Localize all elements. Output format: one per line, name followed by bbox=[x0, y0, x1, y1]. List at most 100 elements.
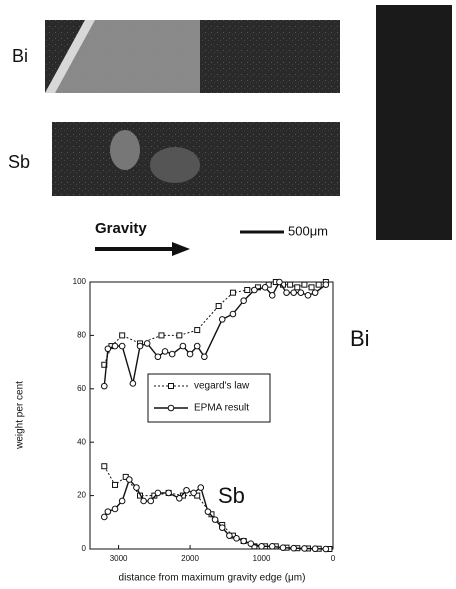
marker bbox=[190, 489, 197, 497]
marker bbox=[147, 497, 155, 505]
marker bbox=[308, 284, 315, 291]
y-tick-label: 40 bbox=[77, 437, 86, 446]
marker bbox=[111, 505, 119, 513]
marker bbox=[258, 543, 265, 550]
x-tick-label: 1000 bbox=[253, 554, 271, 563]
marker bbox=[268, 292, 276, 299]
marker bbox=[233, 535, 240, 542]
marker bbox=[247, 540, 255, 547]
y-axis-label: weight per cent bbox=[15, 381, 26, 450]
marker bbox=[311, 289, 319, 296]
series-line bbox=[103, 465, 330, 550]
marker bbox=[158, 332, 165, 339]
marker bbox=[301, 281, 308, 288]
x-tick-label: 3000 bbox=[110, 554, 128, 563]
y-tick-label: 60 bbox=[77, 384, 86, 393]
arrow-head bbox=[172, 242, 190, 256]
marker bbox=[112, 481, 119, 488]
marker bbox=[100, 513, 108, 521]
marker bbox=[315, 281, 322, 288]
y-tick-label: 20 bbox=[77, 491, 86, 500]
annotation: Sb bbox=[218, 483, 245, 508]
marker bbox=[297, 289, 305, 296]
marker bbox=[176, 332, 183, 339]
marker bbox=[218, 316, 226, 323]
marker bbox=[154, 489, 162, 497]
data-panel bbox=[376, 5, 452, 240]
marker bbox=[215, 303, 222, 310]
marker bbox=[129, 380, 137, 387]
legend bbox=[147, 373, 271, 423]
marker bbox=[104, 345, 112, 353]
marker bbox=[204, 508, 212, 515]
y-tick-label: 80 bbox=[77, 331, 86, 340]
marker bbox=[294, 284, 301, 291]
marker bbox=[322, 545, 330, 553]
series-line bbox=[103, 478, 326, 550]
marker bbox=[118, 342, 126, 350]
map-label: Bi bbox=[12, 46, 28, 66]
marker bbox=[244, 287, 251, 294]
scale-label: 500μm bbox=[288, 223, 328, 238]
marker bbox=[268, 543, 276, 550]
marker bbox=[240, 537, 247, 545]
marker bbox=[301, 545, 308, 552]
marker bbox=[133, 484, 140, 491]
marker bbox=[104, 508, 112, 515]
x-tick-label: 0 bbox=[331, 554, 336, 563]
marker bbox=[194, 327, 201, 334]
marker bbox=[176, 494, 183, 502]
marker bbox=[140, 497, 147, 505]
marker bbox=[165, 489, 172, 497]
marker bbox=[287, 281, 294, 288]
marker bbox=[229, 310, 237, 318]
marker bbox=[119, 332, 126, 339]
legend-label: vegard's law bbox=[194, 381, 250, 392]
marker bbox=[251, 286, 258, 294]
series-line bbox=[103, 280, 327, 387]
marker bbox=[168, 350, 176, 358]
legend-label: EPMA result bbox=[194, 403, 249, 414]
marker bbox=[276, 278, 283, 286]
y-tick-label: 0 bbox=[82, 544, 87, 553]
marker bbox=[179, 342, 187, 350]
marker bbox=[168, 383, 174, 389]
marker bbox=[201, 353, 208, 361]
marker bbox=[100, 382, 108, 390]
marker bbox=[322, 281, 330, 288]
marker bbox=[111, 342, 119, 350]
marker bbox=[126, 476, 133, 483]
marker bbox=[211, 516, 219, 523]
bi-map bbox=[45, 20, 340, 93]
marker bbox=[218, 524, 226, 531]
marker bbox=[311, 545, 319, 553]
marker bbox=[167, 404, 175, 412]
marker bbox=[183, 486, 190, 494]
marker bbox=[143, 340, 151, 347]
marker bbox=[136, 342, 144, 350]
marker bbox=[186, 350, 194, 358]
marker bbox=[240, 297, 247, 304]
map-label: Sb bbox=[8, 152, 30, 172]
annotation: Bi bbox=[350, 326, 370, 351]
marker bbox=[283, 289, 290, 296]
marker bbox=[161, 348, 169, 355]
sb-map bbox=[52, 122, 340, 196]
x-axis-label: distance from maximum gravity edge (μm) bbox=[119, 573, 306, 584]
marker bbox=[154, 353, 162, 361]
marker bbox=[290, 289, 297, 296]
marker bbox=[197, 484, 205, 491]
x-tick-label: 2000 bbox=[181, 554, 199, 563]
gravity-label: Gravity bbox=[95, 220, 147, 237]
marker bbox=[229, 289, 236, 296]
marker bbox=[118, 497, 126, 505]
marker bbox=[279, 544, 287, 551]
marker bbox=[261, 284, 269, 291]
marker bbox=[101, 463, 108, 470]
y-tick-label: 100 bbox=[73, 277, 87, 286]
marker bbox=[226, 532, 233, 539]
marker bbox=[193, 342, 201, 350]
marker bbox=[290, 544, 297, 552]
marker bbox=[304, 292, 312, 299]
